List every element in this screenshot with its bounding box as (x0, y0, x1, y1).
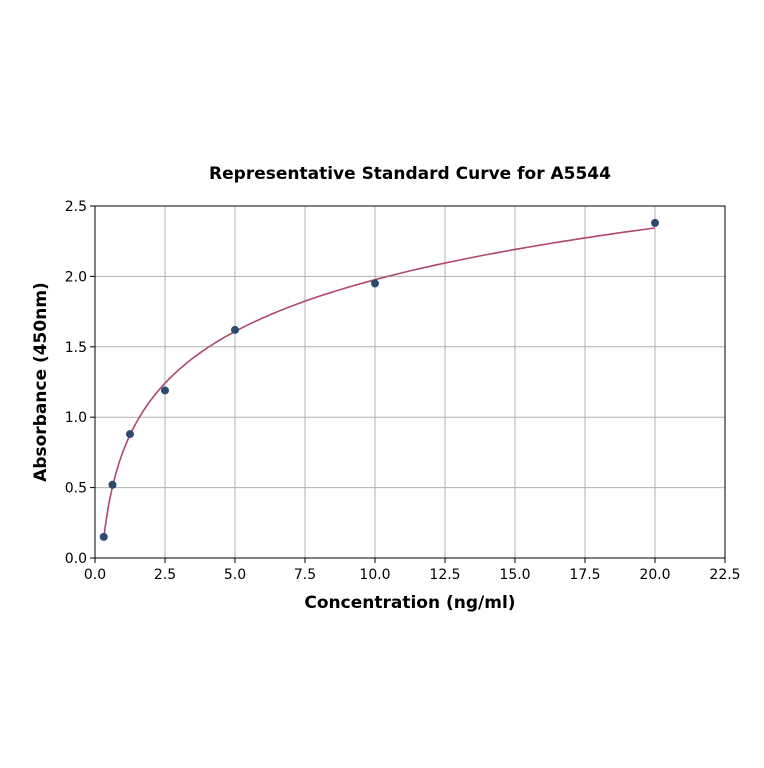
x-tick-label: 20.0 (639, 567, 670, 583)
x-tick-label: 7.5 (294, 567, 316, 583)
grid (94, 205, 726, 559)
data-point (126, 430, 134, 439)
y-tick-label: 0.5 (65, 481, 87, 497)
data-points (99, 218, 659, 541)
plot-frame (94, 205, 726, 559)
data-point (231, 325, 239, 334)
chart-title: Representative Standard Curve for A5544 (209, 164, 611, 184)
y-tick-label: 1.0 (65, 410, 87, 426)
y-axis-label: Absorbance (450nm) (31, 282, 51, 482)
y-tick-label: 2.5 (65, 199, 87, 215)
data-point (161, 386, 169, 395)
y-tick-label: 0.0 (65, 551, 87, 567)
x-tick-label: 5.0 (224, 567, 246, 583)
data-point (108, 480, 117, 489)
data-point (99, 532, 108, 541)
x-tick-label: 15.0 (499, 567, 530, 583)
x-tick-label: 17.5 (569, 567, 600, 583)
x-tick-label: 12.5 (429, 567, 460, 583)
y-tick-label: 2.0 (65, 269, 87, 285)
x-axis-label: Concentration (ng/ml) (304, 593, 515, 613)
x-tick-label: 22.5 (709, 567, 740, 583)
data-point (371, 279, 379, 288)
x-tick-label: 10.0 (359, 567, 390, 583)
x-axis-ticks: 0.0 2.5 5.0 7.5 10.0 12.5 15.0 17.5 20.0 22.5 (84, 558, 741, 583)
fit-curve (103, 227, 656, 539)
x-tick-label: 2.5 (154, 567, 176, 583)
curve-layer (103, 227, 656, 539)
y-axis-ticks: 0.0 0.5 1.0 1.5 2.0 2.5 (65, 199, 95, 567)
x-tick-label: 0.0 (84, 567, 106, 583)
data-point (651, 218, 659, 227)
y-tick-label: 1.5 (65, 340, 87, 356)
